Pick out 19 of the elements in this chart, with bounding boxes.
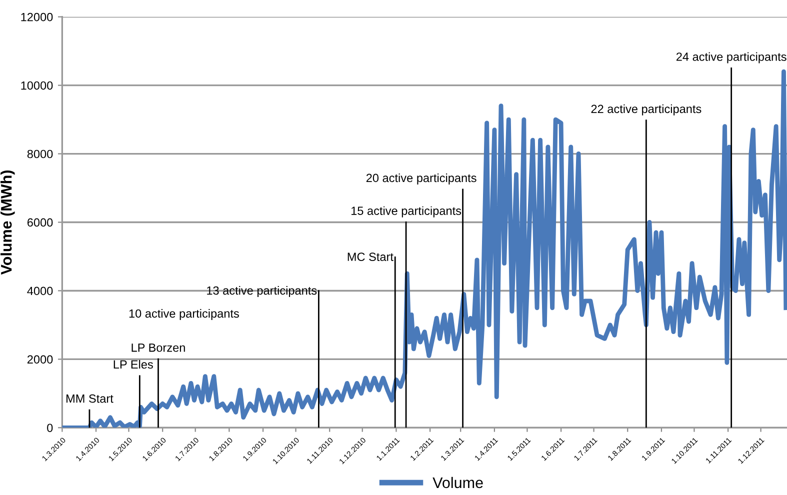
y-tick-label: 10000 bbox=[21, 81, 53, 90]
ref-line-label: 22 active participants bbox=[591, 104, 702, 116]
y-tick-label: 4000 bbox=[27, 286, 53, 296]
annotation: 10 active participants bbox=[129, 309, 239, 320]
ref-line-label: 20 active participants bbox=[366, 173, 476, 184]
ref-line-label: LP Eles bbox=[114, 360, 153, 369]
ref-line-label: 24 active participants bbox=[676, 52, 786, 64]
legend-label: Volume bbox=[432, 476, 483, 488]
y-axis-title: Volume (MWh) bbox=[0, 170, 15, 275]
ref-line-label: 13 active participants bbox=[207, 286, 317, 298]
ref-line-label: MM Start bbox=[66, 394, 114, 403]
y-tick-label: 0 bbox=[47, 424, 53, 432]
ref-line-label: 15 active participants bbox=[351, 206, 462, 218]
y-tick-label: 2000 bbox=[27, 355, 53, 364]
y-tick-label: 12000 bbox=[21, 12, 53, 22]
ref-line-label: LP Borzen bbox=[132, 344, 185, 352]
ref-line-label: MC Start bbox=[348, 252, 394, 262]
y-tick-label: 6000 bbox=[27, 218, 53, 227]
y-tick-label: 8000 bbox=[27, 150, 53, 158]
